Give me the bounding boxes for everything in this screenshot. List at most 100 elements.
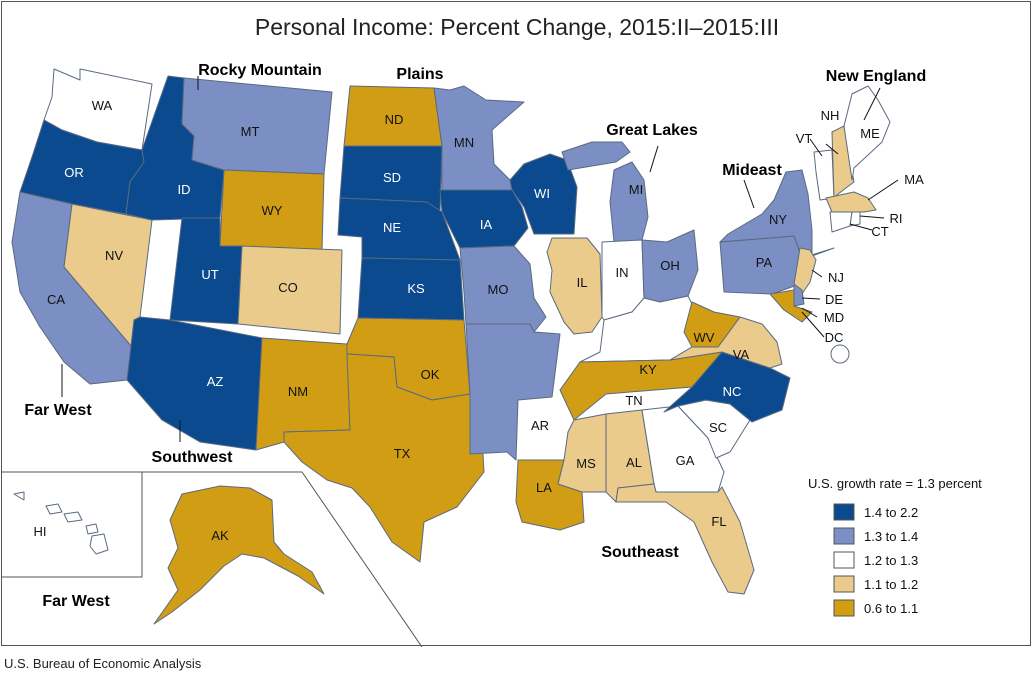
state-label-ID: ID	[178, 182, 191, 197]
state-label-NY: NY	[769, 212, 787, 227]
state-label-DC: DC	[825, 330, 844, 345]
state-VT[interactable]	[813, 149, 835, 201]
state-label-MD: MD	[824, 310, 844, 325]
legend-label: 1.3 to 1.4	[864, 529, 918, 544]
state-MI[interactable]	[561, 141, 649, 243]
map-frame: Personal Income: Percent Change, 2015:II…	[1, 1, 1031, 647]
state-label-OK: OK	[421, 367, 440, 382]
state-label-NE: NE	[383, 220, 401, 235]
state-RI[interactable]	[849, 211, 861, 227]
state-label-NC: NC	[723, 384, 742, 399]
state-MS[interactable]	[557, 413, 607, 493]
region-label-great-lakes: Great Lakes	[606, 122, 698, 139]
state-AR[interactable]	[465, 323, 561, 461]
callout-line	[743, 179, 755, 209]
state-MO[interactable]	[459, 245, 547, 333]
state-label-AL: AL	[626, 455, 642, 470]
state-WI[interactable]	[509, 153, 578, 235]
legend-label: 1.4 to 2.2	[864, 505, 918, 520]
callout-line	[801, 307, 818, 318]
region-label-southwest: Southwest	[152, 449, 234, 466]
callout-line	[867, 179, 899, 201]
callout-line	[811, 269, 823, 278]
legend-title: U.S. growth rate = 1.3 percent	[808, 476, 982, 491]
state-label-AR: AR	[531, 418, 549, 433]
state-label-NV: NV	[105, 248, 123, 263]
region-label-mideast: Mideast	[722, 162, 782, 179]
callout-line	[649, 145, 659, 173]
state-HI[interactable]	[13, 491, 109, 555]
state-label-KS: KS	[407, 281, 425, 296]
state-label-CA: CA	[47, 292, 65, 307]
state-CT[interactable]	[829, 211, 853, 233]
state-label-AK: AK	[211, 528, 229, 543]
state-label-VT: VT	[796, 131, 813, 146]
state-label-FL: FL	[711, 514, 726, 529]
legend-swatch	[833, 503, 855, 521]
region-label-far-west-inset: Far West	[42, 593, 110, 610]
state-label-IN: IN	[616, 265, 629, 280]
state-label-PA: PA	[756, 255, 773, 270]
inset-border	[142, 471, 423, 647]
state-label-AZ: AZ	[207, 374, 224, 389]
legend-label: 0.6 to 1.1	[864, 601, 918, 616]
state-label-VA: VA	[733, 347, 750, 362]
state-label-WV: WV	[694, 330, 715, 345]
state-label-SC: SC	[709, 420, 727, 435]
state-WV[interactable]	[683, 301, 741, 348]
callout-line	[825, 143, 839, 155]
legend-swatch	[833, 599, 855, 617]
state-label-GA: GA	[676, 453, 695, 468]
callout-line	[863, 87, 881, 121]
state-label-SD: SD	[383, 170, 401, 185]
choropleth-map: WA OR CA NV ID MT WY UT CO AZ NM ND SD N…	[2, 62, 982, 647]
callout-line	[801, 311, 825, 338]
state-label-CT: CT	[871, 224, 888, 239]
region-label-plains: Plains	[396, 66, 443, 83]
state-label-IA: IA	[480, 217, 493, 232]
legend-swatch	[833, 575, 855, 593]
state-label-NM: NM	[288, 384, 308, 399]
legend-swatch	[833, 551, 855, 569]
state-label-OR: OR	[64, 165, 84, 180]
state-label-IL: IL	[577, 275, 588, 290]
state-label-TX: TX	[394, 446, 411, 461]
state-label-UT: UT	[201, 267, 218, 282]
state-AK[interactable]	[153, 485, 325, 625]
state-label-MN: MN	[454, 135, 474, 150]
callout-line	[801, 297, 821, 300]
state-AZ[interactable]	[126, 316, 263, 451]
state-label-ME: ME	[860, 126, 880, 141]
state-CO[interactable]	[237, 245, 343, 335]
state-FL[interactable]	[615, 483, 755, 595]
state-label-NH: NH	[821, 108, 840, 123]
state-NH[interactable]	[831, 125, 855, 199]
legend: U.S. growth rate = 1.3 percent 1.4 to 2.…	[808, 476, 982, 617]
state-label-MO: MO	[488, 282, 509, 297]
legend-swatch	[833, 527, 855, 545]
state-MD[interactable]	[769, 289, 813, 323]
region-label-far-west: Far West	[24, 402, 92, 419]
state-ME[interactable]	[843, 85, 891, 181]
state-label-MA: MA	[904, 172, 924, 187]
state-DC[interactable]	[830, 344, 850, 364]
inset-border	[2, 471, 143, 578]
region-label-rocky-mountain: Rocky Mountain	[198, 62, 322, 79]
state-TX[interactable]	[283, 353, 485, 563]
state-label-WY: WY	[262, 203, 283, 218]
state-label-DE: DE	[825, 292, 843, 307]
callout-line	[859, 215, 885, 219]
map-title: Personal Income: Percent Change, 2015:II…	[254, 14, 780, 40]
state-label-KY: KY	[639, 362, 657, 377]
state-label-MT: MT	[241, 124, 260, 139]
state-IL[interactable]	[546, 237, 603, 335]
legend-label: 1.2 to 1.3	[864, 553, 918, 568]
state-MN[interactable]	[433, 85, 525, 193]
state-label-HI: HI	[34, 524, 47, 539]
state-MT[interactable]	[181, 77, 333, 175]
state-NY[interactable]	[719, 169, 835, 259]
state-label-TN: TN	[625, 393, 642, 408]
state-label-OH: OH	[660, 258, 680, 273]
callout-line	[849, 223, 873, 231]
state-label-RI: RI	[890, 211, 903, 226]
